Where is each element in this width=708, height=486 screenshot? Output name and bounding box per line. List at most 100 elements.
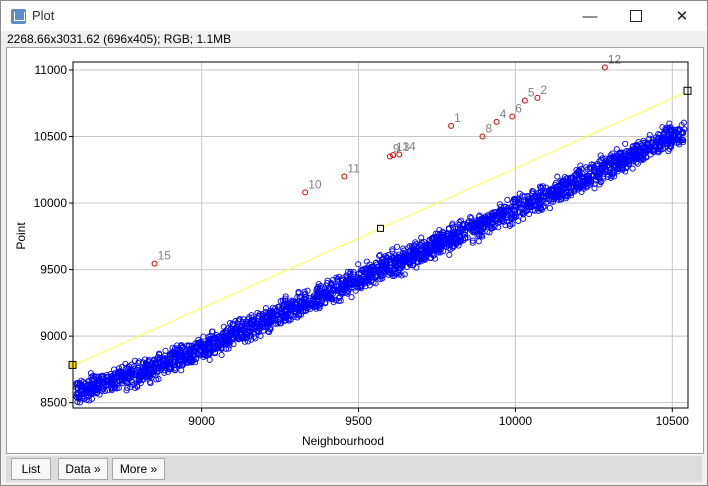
data-point: [391, 272, 398, 279]
data-point: [389, 272, 396, 279]
data-point: [540, 194, 547, 201]
data-point: [421, 256, 428, 263]
data-point: [227, 338, 234, 345]
data-point: [431, 255, 439, 262]
data-button[interactable]: Data »: [58, 458, 108, 480]
data-point: [464, 221, 471, 228]
data-point: [175, 350, 182, 357]
data-point: [322, 299, 329, 306]
data-point: [437, 246, 444, 253]
data-point: [327, 281, 334, 288]
data-point: [277, 320, 284, 327]
data-point: [373, 271, 380, 278]
data-point: [430, 243, 437, 250]
y-tick-label: 8500: [40, 396, 67, 410]
data-point: [349, 284, 356, 291]
data-point: [576, 170, 583, 177]
outlier-point: [151, 260, 158, 267]
data-point: [137, 375, 144, 382]
minimize-button[interactable]: —: [567, 1, 613, 31]
maximize-button[interactable]: [613, 1, 659, 31]
list-button[interactable]: List: [11, 458, 51, 480]
data-point: [668, 127, 675, 134]
data-point: [330, 287, 337, 294]
data-point: [538, 185, 545, 192]
data-point: [206, 356, 213, 363]
data-point: [313, 294, 320, 301]
close-button[interactable]: ✕: [659, 1, 705, 31]
data-point: [521, 193, 528, 200]
data-point: [499, 217, 506, 224]
data-point: [190, 357, 197, 364]
data-point: [209, 343, 216, 350]
outlier-point: [448, 122, 455, 129]
data-point: [500, 208, 507, 215]
data-point: [240, 319, 247, 326]
data-point: [450, 230, 457, 238]
data-point: [282, 308, 289, 315]
data-point: [368, 267, 375, 274]
data-point: [160, 362, 167, 369]
data-point: [662, 135, 669, 142]
data-point: [98, 381, 105, 388]
outlier-label: 13: [396, 140, 410, 154]
data-point: [172, 345, 179, 352]
data-point: [680, 119, 687, 126]
plot-canvas[interactable]: 1 2 4 5 6 8 9 10 11 12 13 14 15 9000 9500 10000 10500 85…: [6, 47, 704, 454]
y-tick-label: 11000: [35, 63, 68, 77]
more-button[interactable]: More »: [112, 458, 165, 480]
outlier-point: [493, 118, 500, 125]
data-point: [642, 148, 649, 155]
data-point: [460, 237, 467, 244]
outlier-point: [386, 153, 393, 160]
outlier-label: 10: [308, 177, 322, 191]
data-point: [417, 257, 424, 264]
outlier-label: 6: [515, 102, 522, 116]
data-point: [479, 229, 486, 236]
data-point: [517, 209, 524, 216]
data-point: [418, 234, 425, 241]
data-point: [573, 170, 580, 177]
data-point: [95, 376, 102, 383]
data-point: [602, 168, 609, 175]
data-point: [123, 365, 130, 372]
data-point: [550, 198, 557, 205]
y-tick-label: 9000: [40, 329, 67, 343]
data-point: [271, 315, 279, 322]
data-point: [119, 363, 126, 370]
outlier-label: 11: [347, 161, 360, 175]
data-point: [150, 356, 158, 363]
data-point: [436, 226, 443, 234]
data-point: [509, 220, 516, 227]
data-point: [583, 164, 590, 171]
data-point: [549, 185, 557, 192]
title-bar[interactable]: Plot — ✕: [1, 1, 707, 31]
data-point: [294, 301, 301, 308]
data-point: [223, 339, 230, 346]
data-point: [248, 325, 256, 332]
data-point: [558, 196, 565, 203]
data-point: [233, 325, 240, 332]
data-point: [110, 366, 118, 373]
outlier-point: [534, 94, 541, 101]
data-point: [424, 241, 431, 248]
data-point: [496, 209, 503, 216]
data-point: [146, 373, 153, 381]
data-point: [252, 335, 259, 342]
data-point: [389, 246, 396, 253]
data-point: [602, 158, 609, 165]
outlier-point: [341, 173, 348, 180]
data-point: [553, 179, 560, 186]
outlier-point: [396, 151, 403, 158]
data-point: [659, 135, 666, 142]
data-point: [512, 196, 519, 203]
data-point: [625, 160, 632, 168]
data-point: [101, 387, 108, 395]
data-point: [409, 247, 417, 254]
data-point: [139, 359, 146, 366]
y-axis-label: Point: [14, 222, 28, 250]
data-point: [78, 386, 86, 393]
data-point: [93, 385, 100, 392]
outlier-label: 14: [402, 139, 416, 153]
